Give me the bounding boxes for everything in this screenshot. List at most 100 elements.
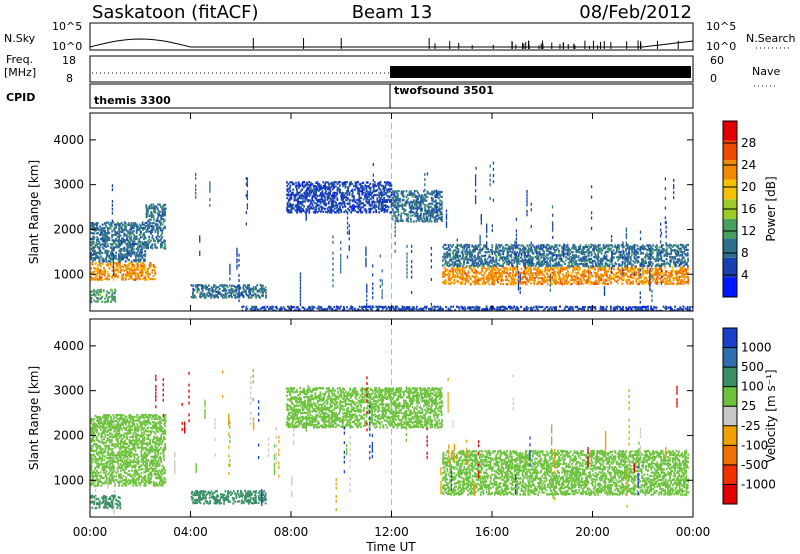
velocity-colorbar: 1000 500 100 25 -25 -100 -500 -1000 Velocity [m… [722, 327, 778, 505]
velocity-ytick-label: 1000 [53, 473, 84, 487]
power-region [285, 180, 393, 214]
nsearch-tick-top: 10^5 [706, 20, 736, 33]
velocity-ylabel: Slant Range [km] [27, 366, 41, 470]
time-tick-label: 08:00 [274, 525, 309, 539]
power-region [90, 261, 157, 281]
time-axis-label: Time UT [365, 540, 416, 554]
power-region [90, 288, 117, 304]
nave-tick-bottom: 0 [710, 72, 717, 85]
velocity-colorbar-tick-label: -500 [741, 458, 768, 472]
power-region [145, 203, 167, 250]
velocity-region [90, 494, 122, 510]
nsky-tick-top: 10^5 [52, 20, 82, 33]
power-colorbar-cell [723, 160, 737, 180]
velocity-heatmap [90, 319, 690, 517]
velocity-ytick-label: 2000 [53, 428, 84, 442]
freq-tick-bottom: 8 [66, 72, 73, 85]
power-colorbar: 4 8 12 16 20 24 28 Power [dB] [722, 120, 778, 298]
power-panel: 1000 2000 3000 4000 Slant Range [km] [27, 112, 694, 312]
power-colorbar-cell [723, 179, 737, 200]
date-title: 08/Feb/2012 [579, 2, 692, 23]
cpid-label: CPID [6, 91, 35, 104]
cpid-mode-1: themis 3300 [94, 94, 171, 107]
power-colorbar-tick-label: 28 [741, 136, 756, 150]
freq-tick-top: 18 [62, 54, 76, 67]
cpid-mode-2: twofsound 3501 [394, 84, 494, 97]
power-colorbar-cell [723, 121, 737, 141]
velocity-colorbar-cell [723, 386, 737, 407]
velocity-x-ticks [89, 319, 694, 517]
power-colorbar-cell [723, 277, 737, 297]
time-tick-label: 12:00 [374, 525, 409, 539]
velocity-region [441, 449, 690, 496]
velocity-colorbar-tick-label: 1000 [741, 341, 772, 355]
freq-strip-frame [89, 55, 694, 83]
power-ytick-label: 4000 [53, 133, 84, 147]
power-region [391, 189, 443, 223]
nsearch-label: N.Search [746, 32, 796, 45]
time-tick-label: 00:00 [676, 525, 711, 539]
velocity-colorbar-cell [723, 367, 737, 387]
velocity-colorbar-tick-label: -1000 [741, 477, 776, 491]
power-colorbar-tick-label: 16 [741, 202, 756, 216]
velocity-colorbar-tick-label: 500 [741, 360, 764, 374]
power-scatter-streaks [111, 161, 675, 309]
power-colorbar-tick-label: 4 [741, 268, 749, 282]
power-colorbar-tick-label: 24 [741, 158, 756, 172]
power-colorbar-tick-label: 12 [741, 224, 756, 238]
velocity-colorbar-tick-label: -25 [741, 419, 761, 433]
power-ytick-label: 3000 [53, 178, 84, 192]
velocity-colorbar-cell [723, 484, 737, 504]
time-tick-labels: 00:00 04:00 08:00 12:00 16:00 20:00 00:00 [73, 525, 711, 539]
time-tick-label: 04:00 [173, 525, 208, 539]
velocity-region [90, 413, 167, 487]
velocity-colorbar-tick-label: 100 [741, 380, 764, 394]
nave-block [390, 66, 691, 78]
velocity-panel: 1000 2000 3000 4000 Slant Range [km] [27, 318, 694, 518]
power-heatmap [90, 113, 693, 311]
nsky-strip-frame [89, 22, 694, 51]
velocity-region [190, 489, 267, 505]
power-y-ticks: 1000 2000 3000 4000 [53, 133, 693, 281]
power-ytick-label: 1000 [53, 267, 84, 281]
power-region [190, 283, 268, 299]
velocity-colorbar-cell [723, 425, 737, 446]
time-tick-label: 16:00 [475, 525, 510, 539]
power-ylabel: Slant Range [km] [27, 160, 41, 264]
velocity-y-ticks: 1000 2000 3000 4000 [53, 339, 693, 487]
velocity-colorbar-cell [723, 328, 737, 348]
nsky-tick-bottom: 10^0 [52, 40, 82, 53]
nave-label: Nave [752, 65, 780, 78]
time-tick-label: 20:00 [575, 525, 610, 539]
nsky-trace [89, 38, 694, 48]
velocity-region [285, 386, 443, 429]
velocity-colorbar-tick-label: 25 [741, 399, 756, 413]
cpid-strip-frame [89, 83, 694, 109]
velocity-ytick-label: 3000 [53, 384, 84, 398]
power-region [441, 243, 690, 268]
velocity-scatter-streaks [94, 368, 688, 514]
velocity-colorbar-label: Velocity [m s⁻¹] [764, 369, 778, 462]
nave-tick-top: 60 [710, 54, 724, 67]
power-colorbar-tick-label: 8 [741, 246, 749, 260]
velocity-colorbar-cell [723, 445, 737, 465]
velocity-colorbar-cell [723, 464, 737, 485]
time-tick-label: 00:00 [73, 525, 108, 539]
power-colorbar-cell [723, 218, 737, 239]
power-colorbar-cell [723, 238, 737, 258]
velocity-colorbar-tick-label: -100 [741, 438, 768, 452]
power-colorbar-cell [723, 257, 737, 278]
power-x-ticks [89, 113, 694, 311]
beam-title: Beam 13 [352, 2, 433, 23]
velocity-colorbar-cell [723, 347, 737, 368]
power-colorbar-label: Power [dB] [764, 176, 778, 241]
velocity-ytick-label: 4000 [53, 339, 84, 353]
power-region [90, 221, 147, 263]
power-colorbar-tick-label: 20 [741, 180, 756, 194]
velocity-colorbar-cell [723, 406, 737, 426]
freq-label: Freq. [6, 53, 33, 66]
velocity-colorbar-frame [722, 327, 738, 505]
power-region [441, 266, 690, 286]
freq-unit: [MHz] [4, 66, 36, 79]
